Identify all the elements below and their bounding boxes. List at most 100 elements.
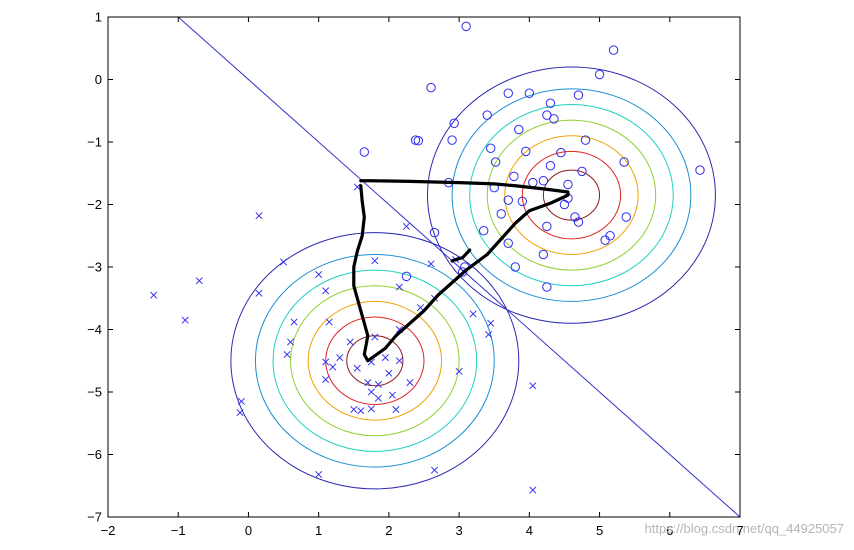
point-x-49: [315, 470, 323, 479]
point-x-4: [195, 277, 203, 285]
point-x-34: [367, 388, 375, 396]
point-o-7: [545, 98, 556, 108]
point-o-49: [542, 282, 552, 292]
point-o-51: [401, 271, 412, 282]
point-x-5: [181, 316, 189, 324]
point-x-45: [385, 369, 393, 377]
point-x-32: [364, 379, 372, 387]
point-x-38: [357, 407, 365, 415]
point-x-11: [395, 283, 403, 291]
point-x-24: [346, 338, 354, 346]
point-x-48: [430, 466, 439, 474]
point-o-23: [545, 161, 556, 171]
ytick-label: −6: [87, 447, 102, 462]
ytick-label: −7: [87, 510, 102, 525]
point-o-25: [509, 171, 519, 182]
point-o-44: [600, 235, 610, 245]
xtick-label: 3: [455, 523, 462, 538]
point-o-48: [510, 262, 520, 272]
contour-0-6: [427, 66, 716, 324]
decision-boundary-line: [177, 16, 741, 518]
point-o-12: [514, 124, 524, 135]
axes-ticks: −2 −1 0 1 2 3 4 5 6 7 1 0 −1 −2 −3 −4 −5 −6 −7: [87, 10, 743, 539]
contour-1-3: [290, 285, 460, 437]
contour-0-0: [542, 169, 601, 221]
point-x-0: [353, 183, 361, 191]
point-x-36: [388, 391, 396, 399]
point-o-2: [594, 69, 605, 80]
point-o-46: [538, 249, 549, 260]
point-x-25: [371, 333, 379, 341]
ytick-label: 0: [95, 72, 102, 87]
xtick-label: −1: [171, 523, 186, 538]
point-x-3: [150, 291, 158, 299]
point-o-3: [426, 82, 436, 93]
point-o-35: [559, 199, 570, 210]
point-x-7: [280, 258, 288, 266]
point-x-27: [322, 358, 330, 366]
point-o-22: [619, 157, 629, 167]
xtick-label: 0: [245, 523, 252, 538]
point-o-8: [482, 110, 492, 120]
point-x-47: [529, 382, 537, 390]
point-x-22: [283, 350, 291, 359]
point-x-31: [353, 364, 361, 372]
ytick-label: −5: [87, 385, 102, 400]
point-o-0: [461, 21, 471, 32]
contour-1-4: [272, 269, 478, 452]
point-x-50: [529, 486, 537, 494]
point-x-9: [322, 287, 330, 295]
point-x-40: [392, 405, 400, 414]
contour-0-2: [504, 135, 639, 255]
xtick-label: 2: [385, 523, 392, 538]
point-x-35: [374, 394, 382, 402]
point-o-19: [359, 147, 370, 157]
xtick-label: 6: [666, 523, 673, 538]
ytick-label: −1: [87, 135, 102, 150]
point-o-4: [503, 88, 513, 98]
point-o-16: [447, 135, 457, 145]
contour-0-1: [521, 150, 622, 240]
point-x-26: [329, 363, 337, 371]
point-x-1: [255, 212, 263, 220]
point-o-42: [605, 231, 615, 241]
point-o-45: [503, 238, 513, 248]
point-o-24: [577, 166, 587, 177]
ytick-label: −3: [87, 260, 102, 275]
point-o-20: [556, 147, 566, 158]
contour-1-5: [254, 254, 495, 468]
point-o-36: [570, 212, 580, 222]
ytick-label: 1: [95, 10, 102, 25]
point-x-2: [402, 222, 410, 230]
point-x-14: [416, 304, 425, 312]
point-x-19: [487, 319, 495, 327]
point-o-30: [563, 179, 573, 190]
point-x-41: [406, 379, 414, 387]
point-o-38: [573, 217, 584, 227]
point-o-6: [573, 90, 584, 100]
contour-1-0: [346, 335, 404, 387]
point-o-39: [496, 209, 506, 219]
point-x-17: [325, 318, 333, 326]
point-o-27: [695, 165, 705, 175]
point-x-46: [455, 367, 463, 375]
point-x-20: [485, 330, 493, 339]
contour-1-6: [230, 232, 520, 490]
contour-1-2: [307, 300, 443, 421]
point-x-42: [322, 375, 330, 384]
xtick-label: 7: [736, 523, 743, 538]
point-x-6: [255, 289, 263, 297]
point-x-29: [381, 354, 389, 362]
point-x-18: [469, 310, 477, 318]
handdrawn-spur: [450, 248, 472, 263]
point-o-37: [621, 212, 631, 222]
point-x-33: [374, 380, 382, 389]
ytick-label: −4: [87, 322, 102, 337]
xtick-label: 5: [596, 523, 603, 538]
point-x-37: [350, 405, 358, 414]
contour-0-5: [451, 88, 692, 302]
point-o-17: [486, 143, 496, 153]
point-x-39: [367, 405, 375, 413]
point-o-21: [490, 157, 501, 167]
